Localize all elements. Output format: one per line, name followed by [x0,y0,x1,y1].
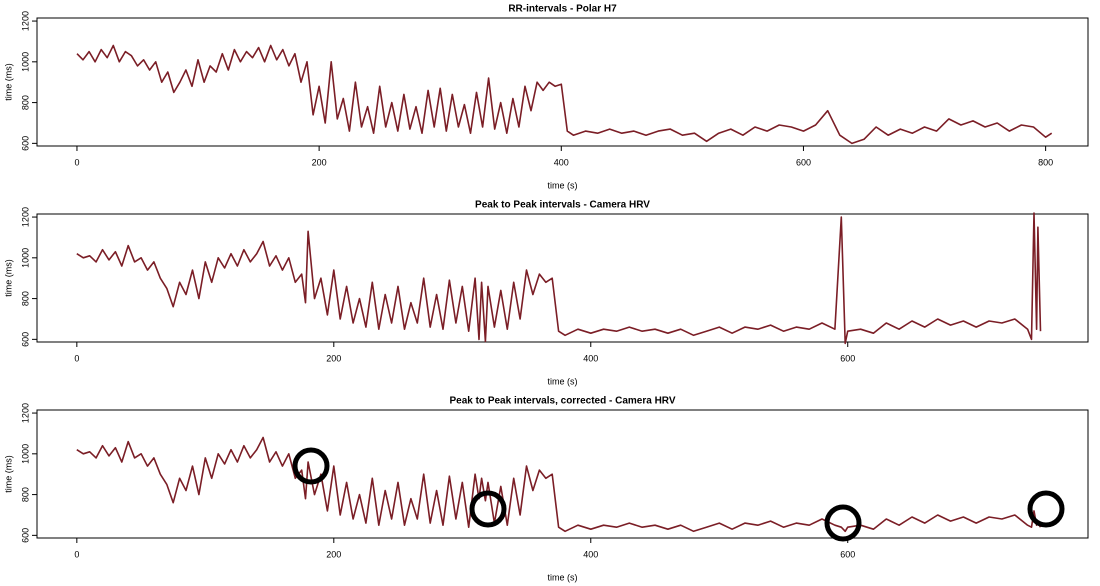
x-tick-label: 0 [74,549,79,559]
x-tick-label: 600 [840,353,855,363]
y-tick-label: 1000 [20,52,30,72]
y-axis-label: time (ms) [3,259,13,297]
y-tick-label: 800 [20,487,30,502]
highlight-circle [1027,490,1065,528]
y-tick-label: 1200 [20,403,30,423]
highlight-circle [292,447,330,485]
annotation-circles [292,447,1065,542]
data-line [76,212,1042,345]
x-tick-label: 600 [796,157,811,167]
y-axis-label: time (ms) [3,63,13,101]
chart-title: Peak to Peak intervals - Camera HRV [475,200,650,211]
y-tick-label: 600 [20,136,30,151]
y-tick-label: 800 [20,95,30,110]
y-tick-label: 1200 [20,11,30,31]
y-tick-label: 1200 [20,207,30,227]
y-tick-label: 1000 [20,444,30,464]
chart-title: RR-intervals - Polar H7 [508,4,617,15]
x-tick-label: 200 [326,353,341,363]
x-tick-label: 0 [74,353,79,363]
highlight-circle [824,504,862,542]
plot-frame [36,213,1089,343]
data-line [76,436,1042,533]
x-axis-label: time (s) [548,376,578,386]
x-axis-label: time (s) [548,180,578,190]
y-tick-label: 1000 [20,248,30,268]
y-tick-label: 600 [20,332,30,347]
x-tick-label: 200 [326,549,341,559]
x-tick-label: 400 [554,157,569,167]
data-line [76,44,1053,145]
x-tick-label: 600 [840,549,855,559]
y-tick-label: 800 [20,291,30,306]
highlight-circle [469,490,507,528]
x-tick-label: 400 [583,549,598,559]
x-axis-label: time (s) [548,572,578,582]
plot-frame [36,409,1089,539]
y-tick-label: 600 [20,528,30,543]
plot-frame [36,17,1089,147]
x-tick-label: 200 [312,157,327,167]
y-axis-label: time (ms) [3,455,13,493]
x-tick-label: 400 [583,353,598,363]
chart-title: Peak to Peak intervals, corrected - Came… [449,396,675,407]
x-tick-label: 0 [74,157,79,167]
x-tick-label: 800 [1038,157,1053,167]
